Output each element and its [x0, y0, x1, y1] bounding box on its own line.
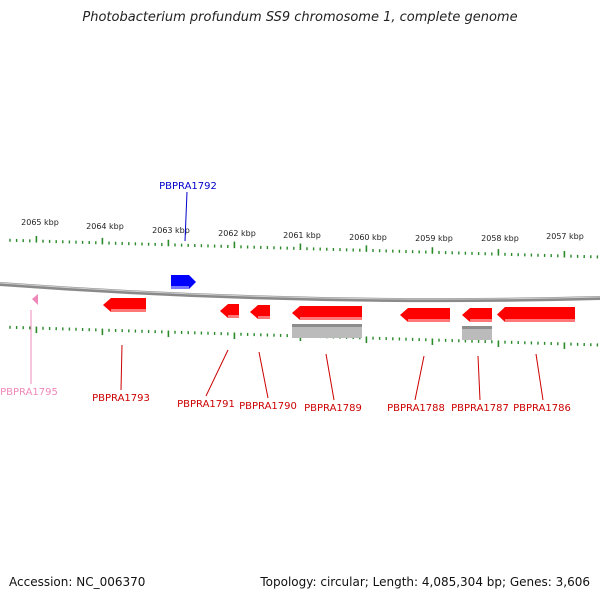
- gene-label: PBPRA1789: [304, 403, 362, 414]
- genome-backbone: [0, 282, 600, 303]
- leader-line: [120, 344, 123, 391]
- gene-label: PBPRA1791: [177, 399, 235, 410]
- gene-label: PBPRA1786: [513, 403, 571, 414]
- tick-label: 2057 kbp: [546, 232, 584, 241]
- tick-label: 2060 kbp: [349, 233, 387, 242]
- tick-label: 2061 kbp: [283, 231, 321, 240]
- accession-text: Accession: NC_006370: [9, 575, 146, 589]
- leader-line: [477, 355, 481, 401]
- gene-label: PBPRA1787: [451, 403, 509, 414]
- tick-labels: 2065 kbp 2064 kbp 2063 kbp 2062 kbp 2061 kbp…: [21, 218, 584, 243]
- gene-PBPRA1787: [462, 308, 492, 322]
- gene-label: PBPRA1795: [0, 387, 58, 398]
- upper-tick-row: [9, 236, 599, 259]
- map-title: Photobacterium profundum SS9 chromosome …: [82, 10, 518, 25]
- rna-feature: [292, 324, 362, 338]
- leader-line: [414, 355, 425, 401]
- topology-text: Topology: circular; Length: 4,085,304 bp…: [260, 575, 590, 589]
- tick-label: 2064 kbp: [86, 222, 124, 231]
- tick-label: 2065 kbp: [21, 218, 59, 227]
- tick-label: 2059 kbp: [415, 234, 453, 243]
- leader-line: [258, 351, 269, 399]
- gene-PBPRA1793: [103, 298, 146, 312]
- leader-line: [535, 353, 544, 401]
- tick-label: 2058 kbp: [481, 234, 519, 243]
- tick-label: 2062 kbp: [218, 229, 256, 238]
- leader-line: [184, 191, 188, 242]
- gene-label: PBPRA1792: [159, 181, 217, 192]
- gene-label: PBPRA1793: [92, 393, 150, 404]
- gene-PBPRA1789: [292, 306, 362, 320]
- leader-line: [325, 353, 335, 401]
- gene-PBPRA1786: [497, 307, 575, 322]
- label-leaders: [30, 191, 544, 401]
- gene-label: PBPRA1790: [239, 401, 297, 412]
- gene-PBPRA1790: [250, 305, 270, 319]
- gene-labels: PBPRA1792 PBPRA1795 PBPRA1793 PBPRA1791 PBPR…: [0, 181, 571, 414]
- gene-PBPRA1788: [400, 308, 450, 322]
- gene-PBPRA1791: [220, 304, 239, 318]
- tick-label: 2063 kbp: [152, 226, 190, 235]
- gene-PBPRA1795: [32, 294, 38, 305]
- gene-label: PBPRA1788: [387, 403, 445, 414]
- rna-feature: [462, 326, 492, 340]
- gene-features: [32, 275, 575, 340]
- leader-line: [205, 349, 229, 397]
- gene-PBPRA1792: [171, 275, 196, 289]
